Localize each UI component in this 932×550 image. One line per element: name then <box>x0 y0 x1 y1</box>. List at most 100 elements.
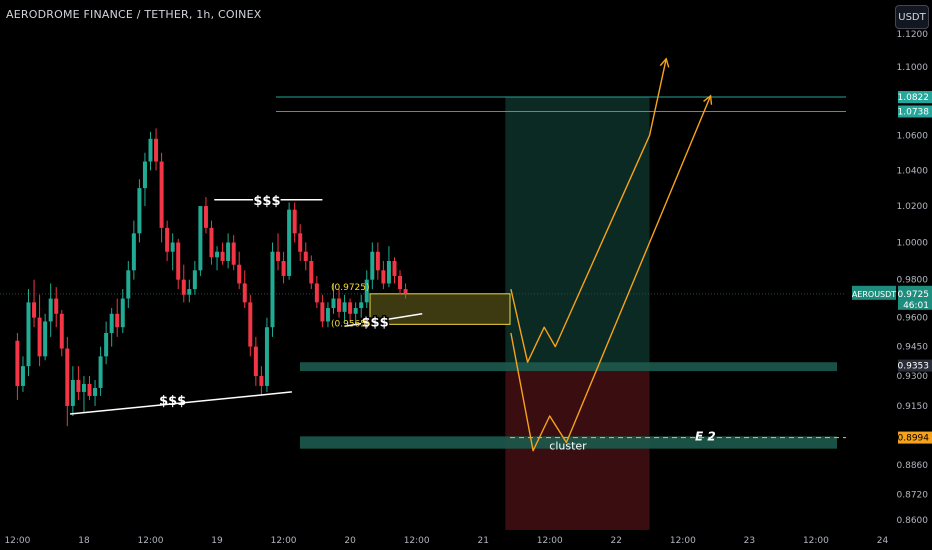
candle <box>386 246 391 288</box>
price-tick: 1.1000 <box>897 63 929 73</box>
candle <box>20 356 25 392</box>
candle-body <box>104 333 109 357</box>
price-label: 1.0738 <box>898 108 930 118</box>
price-tick: 0.9450 <box>897 343 929 353</box>
candle-body <box>203 206 208 228</box>
candle-body <box>309 260 314 284</box>
candle-body <box>264 327 269 386</box>
candle <box>154 128 159 171</box>
liquidity-label-low: $$$ <box>159 394 186 409</box>
candle-body <box>370 251 375 280</box>
price-tick: 1.0400 <box>897 166 929 176</box>
candles <box>15 128 408 427</box>
e2-label: E 2 <box>695 430 716 444</box>
candle <box>176 238 181 290</box>
candle <box>370 242 375 290</box>
candle <box>309 255 314 290</box>
candle <box>270 242 275 337</box>
candle <box>198 206 203 276</box>
price-label-bg <box>898 431 932 444</box>
bar-countdown: 46:01 <box>903 301 929 311</box>
candle <box>203 197 208 234</box>
price-tick: 0.8720 <box>897 491 929 501</box>
candle <box>348 298 353 322</box>
candle-body <box>392 260 397 276</box>
candle <box>242 270 247 309</box>
candle-body <box>198 206 203 271</box>
candle <box>248 294 253 357</box>
price-tick: 0.8860 <box>897 461 929 471</box>
candle <box>287 202 292 280</box>
currency-button[interactable]: USDT <box>895 5 929 29</box>
price-tick: 1.1200 <box>897 30 929 40</box>
time-tick: 12:00 <box>537 536 563 546</box>
candle <box>209 220 214 265</box>
liquidity-line-low <box>70 391 292 415</box>
candle-body <box>187 289 192 295</box>
cluster-band <box>300 436 837 449</box>
projection-arrowhead-0 <box>659 57 670 68</box>
candle-body <box>87 383 92 396</box>
candle-body <box>281 260 286 276</box>
candle <box>364 270 369 309</box>
price-label-bg <box>898 359 932 372</box>
last-price-badge <box>898 285 932 310</box>
time-axis <box>0 530 932 550</box>
candle-body <box>176 242 181 280</box>
price-label: 0.9353 <box>898 362 930 372</box>
candle <box>325 302 330 328</box>
candle-body <box>375 251 380 271</box>
candle <box>276 233 281 271</box>
price-label-bg <box>898 91 932 104</box>
candle-body <box>381 270 386 284</box>
candle-body <box>342 302 347 312</box>
projection-path-0 <box>510 58 667 363</box>
candle-body <box>192 270 197 290</box>
candle-body <box>364 279 369 303</box>
candle-body <box>37 317 42 357</box>
candle <box>292 202 297 243</box>
candle-body <box>215 251 220 258</box>
candle <box>93 379 98 406</box>
resistance-box <box>369 293 511 325</box>
candle <box>320 294 325 328</box>
candle-body <box>120 298 125 328</box>
candle <box>76 366 81 400</box>
candle-body <box>226 242 231 261</box>
candle <box>398 270 403 295</box>
candle-body <box>248 302 253 347</box>
candle <box>342 294 347 322</box>
candle <box>192 260 197 295</box>
liquidity-label-high: $$$ <box>253 194 280 209</box>
time-tick: 22 <box>611 536 622 546</box>
candle-body <box>209 227 214 258</box>
time-tick: 12:00 <box>4 536 30 546</box>
candle <box>381 260 386 290</box>
candle <box>337 289 342 318</box>
candle-body <box>65 348 70 406</box>
candle-body <box>70 379 75 406</box>
candle-body <box>314 283 319 303</box>
candle <box>231 235 236 271</box>
projection-arrowhead-1 <box>703 94 713 105</box>
candle <box>215 246 220 271</box>
price-tick: 0.9600 <box>897 314 929 324</box>
candle <box>131 220 136 280</box>
candle-body <box>303 251 308 261</box>
candle-body <box>403 289 408 294</box>
candle <box>253 336 258 386</box>
candle-body <box>43 321 48 357</box>
symbol-badge <box>852 285 896 300</box>
cluster-label: cluster <box>549 440 587 453</box>
box-low-label: (0.9565) <box>331 319 370 329</box>
candle <box>281 251 286 284</box>
candle <box>170 233 175 271</box>
candle-body <box>331 298 336 309</box>
price-tick: 1.0600 <box>897 131 929 141</box>
candle-body <box>298 233 303 252</box>
candle <box>115 298 120 337</box>
candle <box>65 336 70 427</box>
candle <box>314 275 319 309</box>
chart-title: AERODROME FINANCE / TETHER, 1h, COINEX <box>6 8 262 21</box>
